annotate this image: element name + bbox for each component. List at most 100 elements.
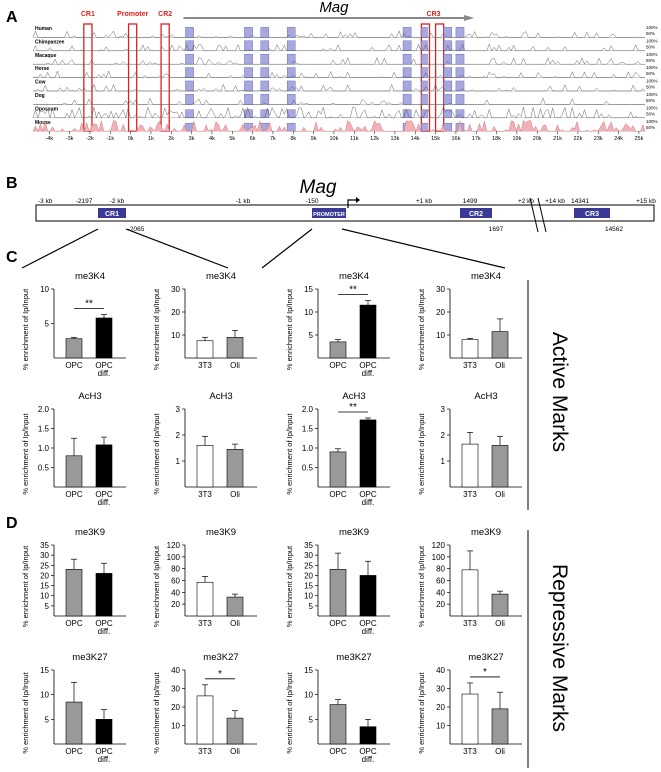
exon-peak (455, 94, 465, 105)
chart-bar (95, 573, 113, 617)
exon-peak (244, 27, 253, 38)
tss-arrow (347, 199, 356, 208)
kb-tick-label: 11k (350, 136, 359, 142)
exon-peak (260, 67, 270, 78)
chart-category-label: OPC (359, 361, 377, 370)
chart-significance-mark: ** (349, 402, 357, 413)
exon-peak (244, 80, 253, 92)
map-region-name: CR3 (585, 211, 599, 218)
exon-peak (443, 94, 453, 105)
chart-title: me3K9 (471, 527, 501, 538)
chart-bar (461, 693, 479, 745)
chart-category-label: Oli (230, 361, 240, 370)
chart-bar (65, 569, 83, 617)
exon-peak (286, 67, 296, 78)
panel-label-b: B (6, 175, 18, 192)
species-label: Human (35, 26, 52, 32)
chart-c3: me3K4 5 10 15 % enrichment of Ip/Input OPC OPC… (285, 271, 390, 378)
exon-peak (455, 80, 465, 92)
chart-significance-mark: * (218, 669, 222, 680)
chart-y-tick-label: 30 (436, 685, 445, 694)
vista-region-label: CR3 (427, 11, 441, 18)
exon-peak (260, 80, 270, 92)
vista-region-label: CR2 (158, 11, 172, 18)
panel-label-a: A (6, 9, 18, 26)
exon-peak (421, 27, 428, 38)
chart-y-tick-label: 1 (441, 457, 446, 466)
exon-peak (443, 67, 453, 78)
map-scale-label: -3 kb (38, 198, 53, 205)
chart-category-label: 3T3 (463, 490, 477, 499)
kb-tick-label: 24k (614, 136, 623, 142)
chart-y-tick-label: 20 (171, 308, 180, 317)
map-region-box (312, 208, 346, 218)
chart-title: me3K9 (339, 527, 369, 538)
map-gene-title: Mag (300, 177, 337, 198)
exon-peak (421, 122, 428, 132)
map-region-box (460, 208, 492, 218)
chart-y-tick-label: 35 (40, 541, 49, 550)
chart-y-tick-label: 10 (40, 691, 49, 700)
chart-y-tick-label: 20 (171, 600, 180, 609)
exon-peak (443, 53, 453, 65)
chart-y-tick-label: 35 (304, 541, 313, 550)
chart-title: me3K9 (206, 527, 236, 538)
chart-c6: AcH3 1 2 3 % enrichment of Ip/Input 3T3 Oli (152, 391, 257, 499)
map-scale-label: +1 kb (416, 198, 432, 205)
chart-y-tick-label: 60 (436, 577, 445, 586)
species-label: Chimpanzee (35, 39, 65, 45)
kb-tick-label: 25k (634, 136, 643, 142)
kb-tick-label: 16k (451, 136, 460, 142)
kb-tick-label: 3k (189, 136, 195, 142)
chart-significance-mark: ** (349, 285, 357, 296)
chart-y-tick-label: 15 (40, 582, 49, 591)
chart-y-tick-label: 10 (40, 285, 49, 294)
exon-peak (455, 27, 465, 38)
chart-bar (95, 719, 113, 745)
map-region-end: 14562 (605, 226, 623, 233)
kb-tick-label: 13k (390, 136, 399, 142)
chart-y-tick-label: 10 (304, 592, 313, 601)
exon-peak (260, 53, 270, 65)
kb-tick-label: 10k (329, 136, 338, 142)
chart-y-tick-label: 10 (436, 722, 445, 731)
chart-category-label: Oli (230, 490, 240, 499)
track-pct-mid: 50% (646, 58, 655, 63)
chart-category-label: Oli (230, 619, 240, 628)
exon-peak (402, 109, 412, 119)
map-region-name: CR1 (105, 211, 119, 218)
exon-peak (286, 80, 296, 92)
exon-peak (260, 94, 270, 105)
chart-bar (226, 336, 244, 359)
chart-bar (491, 445, 509, 488)
chart-title: me3K9 (75, 527, 105, 538)
exon-peak (286, 94, 296, 105)
conservation-trace (32, 43, 645, 52)
map-region-name: PROMOTER (313, 212, 345, 218)
map-scale-label: -2 kb (110, 198, 125, 205)
chart-title: me3K4 (339, 271, 369, 282)
chart-category-label: Oli (495, 619, 505, 628)
track-pct-top: 100% (646, 25, 658, 30)
exon-peak (244, 53, 253, 65)
chart-y-label: % enrichment of Ip/Input (417, 671, 426, 753)
panel-label-d: D (6, 515, 18, 532)
chart-bar (329, 451, 347, 488)
exon-peak (421, 40, 428, 52)
map-region-end: 1697 (489, 226, 504, 233)
species-label: Mouse (35, 120, 51, 126)
chart-title: me3K4 (206, 271, 236, 282)
chart-y-tick-label: 100 (167, 553, 181, 562)
chart-y-tick-label: 10 (171, 331, 180, 340)
chart-category-label: 3T3 (198, 619, 212, 628)
chart-y-label: % enrichment of Ip/Input (152, 288, 161, 370)
map-region-end: -2065 (128, 226, 145, 233)
kb-tick-label: 17k (472, 136, 481, 142)
exon-peak (286, 122, 296, 132)
chart-category-label: OPC (65, 619, 83, 628)
chart-y-tick-label: 30 (171, 685, 180, 694)
chart-bar (65, 701, 83, 745)
exon-peak (244, 67, 253, 78)
